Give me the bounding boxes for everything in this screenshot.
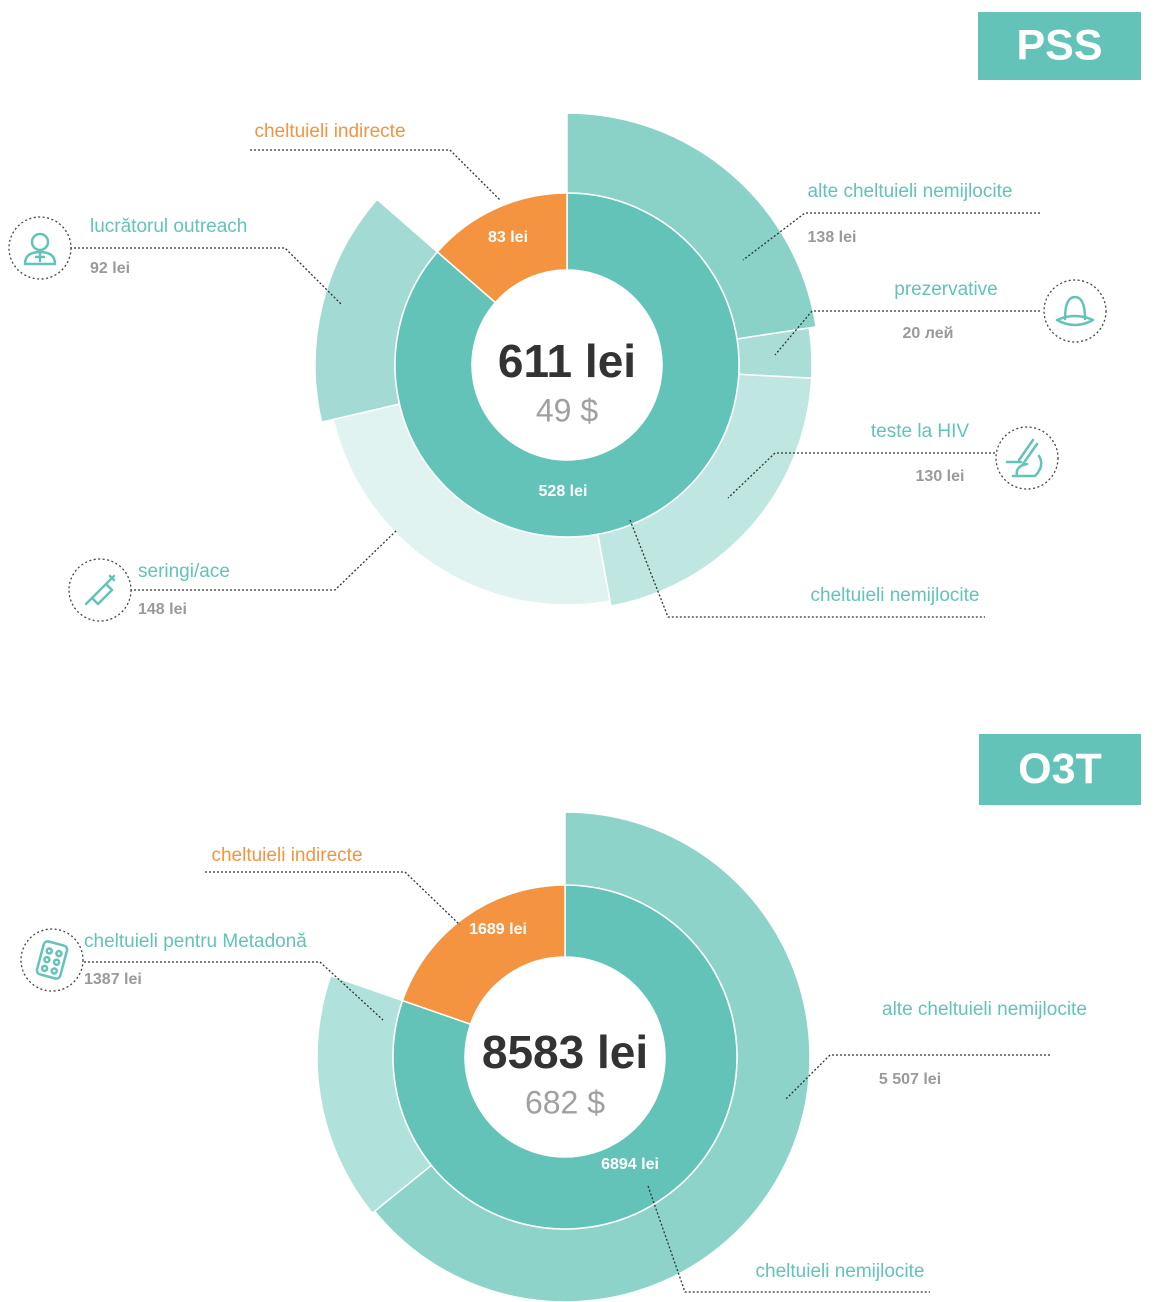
outer-category-label: prezervative <box>894 279 998 300</box>
inner-value-label: 528 lei <box>539 483 588 500</box>
inner-value-label: 1689 lei <box>469 921 527 938</box>
leader-line <box>205 871 461 926</box>
total-usd-label: 49 $ <box>536 392 598 428</box>
icon-glyph <box>30 232 50 252</box>
icon-glyph <box>1005 438 1043 478</box>
outer-category-label: lucrătorul outreach <box>90 216 247 237</box>
chart-title: O3T <box>1018 745 1102 793</box>
title-badge <box>978 12 1141 80</box>
outer-value-label: 92 lei <box>90 260 130 277</box>
icon-circle <box>1043 279 1107 343</box>
outer-category-label: alte cheltuieli nemijlocite <box>808 181 1013 202</box>
inner-value-label: 83 lei <box>488 229 528 246</box>
icon-glyph <box>35 940 69 980</box>
icon-glyph <box>23 250 57 266</box>
outer-value-label: 130 lei <box>916 468 965 485</box>
leader-line <box>774 310 1040 356</box>
outer-value-label: 5 507 lei <box>879 1071 941 1088</box>
inner-value-label: 6894 lei <box>601 1156 659 1173</box>
outer-value-label: 138 lei <box>808 229 857 246</box>
total-label: 8583 lei <box>482 1026 648 1078</box>
outer-category-label: cheltuieli pentru Metadonă <box>84 931 307 952</box>
outer-value-label: 148 lei <box>138 601 187 618</box>
leader-line <box>84 961 384 1021</box>
leader-line <box>130 529 398 591</box>
icon-circle <box>8 216 72 280</box>
inner-segment <box>394 192 740 538</box>
center-hole <box>472 270 662 460</box>
outer-value-label: 1387 lei <box>84 971 142 988</box>
outer-value-label: 20 лей <box>903 325 954 342</box>
inner-category-label: cheltuieli indirecte <box>254 121 405 142</box>
chart-title: PSS <box>1016 21 1102 69</box>
leader-line <box>784 1054 1050 1101</box>
leader-line <box>250 149 501 201</box>
sunburst-chart: O3T 8583 lei 682 $ 6894 lei cheltuieli nemij… <box>20 734 1141 1302</box>
icon-glyph <box>52 958 61 967</box>
icon-circle <box>20 928 84 992</box>
outer-category-label: seringi/ace <box>138 561 230 582</box>
inner-category-label: cheltuieli nemijlocite <box>811 585 980 606</box>
outer-category-label: teste la HIV <box>871 421 970 442</box>
icon-glyph <box>50 967 58 975</box>
total-usd-label: 682 $ <box>525 1084 605 1120</box>
icon-glyph <box>43 955 51 964</box>
center-hole <box>465 957 665 1157</box>
leader-line <box>647 1185 930 1293</box>
total-label: 611 lei <box>498 335 636 387</box>
icon-glyph <box>1055 295 1095 327</box>
icon-glyph <box>40 964 49 973</box>
sunburst-chart: PSS 611 lei 49 $ 528 lei cheltuieli nemijloc… <box>8 12 1141 622</box>
title-badge <box>979 734 1141 805</box>
inner-category-label: cheltuieli indirecte <box>211 845 362 866</box>
leader-line <box>70 247 343 306</box>
icon-glyph <box>55 949 63 958</box>
icon-glyph <box>84 574 116 606</box>
outer-category-label: alte cheltuieli nemijlocite <box>882 999 1087 1020</box>
leader-line <box>629 519 985 618</box>
inner-category-label: cheltuieli nemijlocite <box>756 1261 925 1282</box>
leader-line <box>727 452 995 499</box>
icon-glyph <box>45 947 53 955</box>
